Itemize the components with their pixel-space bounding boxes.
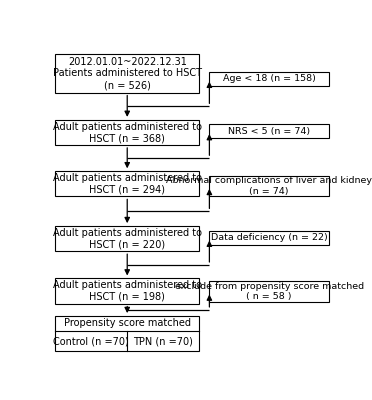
Text: exclude from propensity score matched
( n = 58 ): exclude from propensity score matched ( … [174, 282, 364, 301]
FancyBboxPatch shape [55, 120, 199, 145]
Text: Adult patients administered to
HSCT (n = 294): Adult patients administered to HSCT (n =… [53, 173, 202, 195]
Text: Adult patients administered to
HSCT (n = 198): Adult patients administered to HSCT (n =… [53, 280, 202, 302]
Text: Control (n =70): Control (n =70) [53, 336, 129, 346]
FancyBboxPatch shape [55, 316, 199, 351]
Text: Abnormal complications of liver and kidney
(n = 74): Abnormal complications of liver and kidn… [166, 176, 372, 196]
FancyBboxPatch shape [209, 176, 329, 196]
Text: 2012.01.01~2022.12.31
Patients administered to HSCT
(n = 526): 2012.01.01~2022.12.31 Patients administe… [53, 57, 202, 90]
FancyBboxPatch shape [55, 226, 199, 251]
FancyBboxPatch shape [55, 171, 199, 196]
FancyBboxPatch shape [209, 281, 329, 302]
FancyBboxPatch shape [209, 124, 329, 138]
Text: Age < 18 (n = 158): Age < 18 (n = 158) [223, 74, 316, 83]
FancyBboxPatch shape [209, 231, 329, 244]
FancyBboxPatch shape [55, 54, 199, 93]
Text: Data deficiency (n = 22): Data deficiency (n = 22) [211, 233, 328, 242]
Text: TPN (n =70): TPN (n =70) [133, 336, 193, 346]
Text: Adult patients administered to
HSCT (n = 368): Adult patients administered to HSCT (n =… [53, 122, 202, 143]
Text: Adult patients administered to
HSCT (n = 220): Adult patients administered to HSCT (n =… [53, 228, 202, 250]
FancyBboxPatch shape [209, 72, 329, 86]
Text: NRS < 5 (n = 74): NRS < 5 (n = 74) [228, 127, 310, 136]
Text: Propensity score matched: Propensity score matched [64, 318, 191, 328]
FancyBboxPatch shape [55, 278, 199, 304]
